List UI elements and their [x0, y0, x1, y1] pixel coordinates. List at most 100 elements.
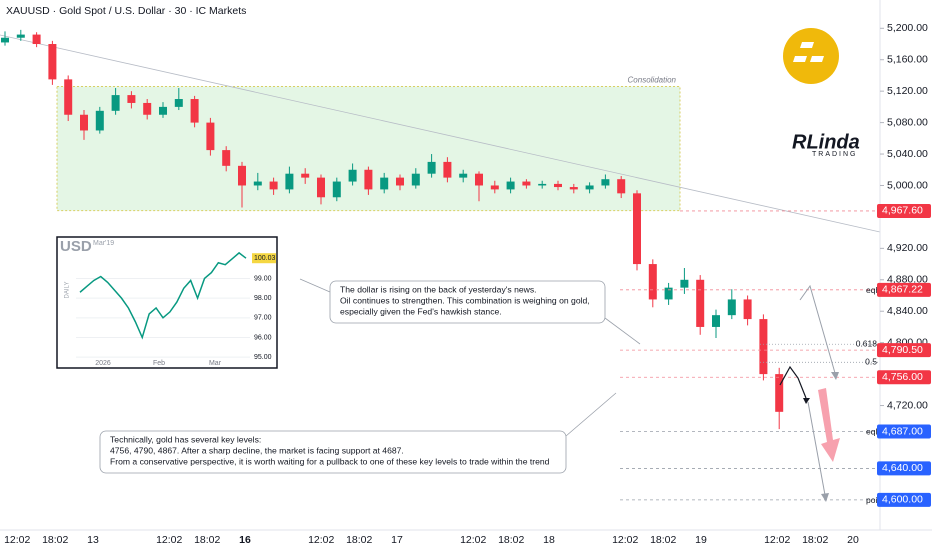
candle-body	[727, 299, 736, 316]
brand: RLinda	[792, 131, 860, 153]
x-tick-label: 12:02	[4, 534, 30, 546]
candle-body	[569, 187, 578, 190]
price-label: 4,600.00	[882, 494, 923, 506]
inset-tick-label: 95.00	[254, 354, 272, 361]
inset-tick-label: 96.00	[254, 334, 272, 341]
price-label-bg	[877, 492, 931, 507]
candle-body	[459, 173, 468, 178]
candle-body	[506, 181, 515, 190]
candle-body	[680, 279, 689, 288]
candle-body	[490, 185, 499, 190]
logo-icon	[793, 42, 824, 62]
y-tick-label: 5,040.00	[887, 148, 928, 160]
notes-layer: The dollar is rising on the back of yest…	[99, 278, 641, 474]
candle-body	[95, 110, 104, 131]
callout-box	[99, 430, 567, 474]
candle-body	[696, 279, 705, 327]
candle-body	[664, 287, 673, 300]
inset-last-bg	[252, 253, 276, 264]
projection-arrow	[831, 372, 839, 380]
callout-text: From a conservative perspective, it is w…	[110, 456, 550, 466]
candle-body	[443, 161, 452, 178]
logo	[783, 28, 839, 84]
candle-body	[585, 185, 594, 190]
candle-body	[475, 173, 483, 186]
candle-body	[238, 165, 246, 186]
callout-pointer	[299, 278, 331, 293]
inset-tick-label: 99.00	[254, 275, 272, 282]
price-label: 4,756.00	[882, 371, 923, 383]
inset-tick-label: 98.00	[254, 295, 272, 302]
x-tick-label: 18:02	[650, 534, 676, 546]
candle-body	[538, 183, 547, 186]
chart-title: XAUUSD · Gold Spot / U.S. Dollar · 30 · …	[6, 5, 246, 17]
x-tick-label: 18:02	[498, 534, 524, 546]
candle-body	[159, 106, 167, 115]
candle-body	[285, 173, 294, 190]
y-tick-label: 4,880.00	[887, 274, 928, 286]
price-label: 4,687.00	[882, 425, 923, 437]
trend-line	[0, 34, 881, 233]
x-tick-label: 16	[239, 534, 251, 546]
callout-text: 4756, 4790, 4867. After a sharp decline,…	[110, 445, 404, 455]
candle-body	[648, 264, 657, 300]
y-tick-label: 4,720.00	[887, 399, 928, 411]
fib-label: 0.5	[865, 357, 877, 367]
y-tick-label: 4,920.00	[887, 242, 928, 254]
projection-arrow	[818, 388, 840, 462]
price-axis	[880, 0, 932, 550]
candle-body	[206, 122, 215, 151]
price-label-bg	[877, 343, 931, 358]
y-tick-label: 5,200.00	[887, 22, 928, 34]
candle-body	[48, 44, 57, 80]
candle-body	[396, 177, 404, 186]
callout-text: Technically, gold has several key levels…	[110, 434, 261, 444]
candle-body	[411, 173, 420, 186]
candle-body	[633, 193, 641, 265]
brand-sub: TRADING	[812, 151, 858, 158]
x-tick-label: 12:02	[156, 534, 182, 546]
price-label-bg	[877, 370, 931, 385]
x-tick-label: 18:02	[42, 534, 68, 546]
candle-body	[601, 179, 610, 186]
inset-last-label: 100.03	[254, 255, 276, 262]
candle-body	[143, 102, 152, 115]
candle-body	[554, 183, 562, 188]
candle-body	[348, 169, 357, 182]
inset-line	[79, 251, 247, 340]
candle-body	[617, 179, 626, 194]
x-tick-label: 12:02	[460, 534, 486, 546]
level-note: eql	[866, 427, 877, 437]
y-tick-label: 5,080.00	[887, 116, 928, 128]
x-tick-label: 12:02	[764, 534, 790, 546]
candle-body	[380, 177, 389, 190]
price-label: 4,790.50	[882, 344, 923, 356]
inset-title: USD	[60, 238, 92, 255]
callout-text: Oil continues to strengthen. This combin…	[340, 295, 590, 305]
inset-frame	[56, 236, 278, 369]
candle-body	[111, 95, 120, 111]
projection-arrow	[821, 493, 829, 502]
candle-body	[80, 114, 88, 131]
inset-x-label: 2026	[95, 360, 111, 367]
y-tick-label: 5,120.00	[887, 85, 928, 97]
inset-side: DAILY	[65, 282, 71, 299]
candle-body	[190, 99, 199, 123]
y-tick-label: 5,160.00	[887, 54, 928, 66]
candle-body	[1, 37, 9, 43]
inset-tick-label: 97.00	[254, 315, 272, 322]
candle-body	[127, 95, 136, 103]
price-label-bg	[877, 424, 931, 439]
inset-x-label: Mar	[209, 360, 222, 367]
zone-label: Consolidation	[628, 76, 677, 85]
inset-subtitle: Mar'19	[93, 240, 114, 247]
inset-x-label: Feb	[153, 360, 165, 367]
candle-body	[32, 34, 41, 45]
x-tick-label: 13	[87, 534, 99, 546]
candle-body	[712, 315, 720, 327]
price-label-bg	[877, 203, 931, 218]
projection-path	[779, 365, 807, 399]
